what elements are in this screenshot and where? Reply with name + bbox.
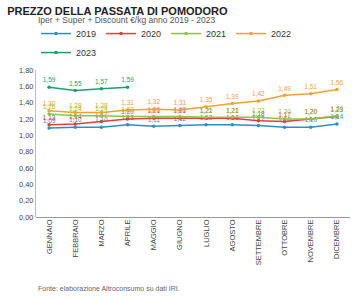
svg-text:1,49: 1,49 [278,85,291,92]
svg-text:1,31: 1,31 [121,99,134,106]
svg-text:1,20: 1,20 [304,108,317,115]
svg-text:1,40: 1,40 [19,98,34,107]
svg-text:1,39: 1,39 [226,93,239,100]
svg-text:1,20: 1,20 [121,108,134,115]
svg-text:1,13: 1,13 [121,114,134,121]
svg-text:1,10: 1,10 [278,116,291,123]
svg-text:2022: 2022 [271,29,291,39]
svg-text:2020: 2020 [141,29,161,39]
svg-text:1,23: 1,23 [331,106,344,113]
svg-text:GENNAIO: GENNAIO [45,219,54,254]
svg-text:MAGGIO: MAGGIO [149,219,158,250]
svg-text:1,14: 1,14 [331,113,344,120]
svg-text:1,21: 1,21 [147,107,160,114]
svg-text:1,23: 1,23 [147,106,160,113]
svg-text:1,21: 1,21 [226,107,239,114]
svg-text:1,13: 1,13 [43,114,56,121]
svg-text:LUGLIO: LUGLIO [202,219,211,247]
svg-text:1,55: 1,55 [69,80,82,87]
svg-text:1,12: 1,12 [252,115,265,122]
svg-text:1,59: 1,59 [43,76,56,83]
svg-text:1,24: 1,24 [95,105,108,112]
svg-text:1,11: 1,11 [148,116,161,123]
svg-text:GIUGNO: GIUGNO [175,219,184,250]
svg-text:1,28: 1,28 [69,102,82,109]
svg-text:PREZZO DELLA PASSATA DI POMODO: PREZZO DELLA PASSATA DI POMODORO [7,5,228,17]
svg-text:1,14: 1,14 [69,113,82,120]
svg-text:1,00: 1,00 [19,131,34,140]
svg-text:1,31: 1,31 [174,99,187,106]
svg-text:MARZO: MARZO [97,219,106,246]
svg-text:1,20: 1,20 [304,108,317,115]
svg-text:1,35: 1,35 [200,96,213,103]
svg-text:NOVEMBRE: NOVEMBRE [306,220,315,263]
svg-text:1,22: 1,22 [252,107,265,114]
svg-text:0,20: 0,20 [19,196,34,205]
svg-text:1,09: 1,09 [43,117,56,124]
svg-text:1,17: 1,17 [95,111,108,118]
svg-text:1,56: 1,56 [331,79,344,86]
svg-text:1,12: 1,12 [174,115,187,122]
svg-text:1,32: 1,32 [147,98,160,105]
svg-text:1,10: 1,10 [95,116,108,123]
svg-text:Iper + Super + Discount €/kg a: Iper + Super + Discount €/kg anno 2019 -… [38,15,215,25]
svg-text:1,20: 1,20 [278,108,291,115]
svg-text:1,51: 1,51 [304,83,317,90]
svg-text:2021: 2021 [206,29,226,39]
svg-text:1,22: 1,22 [200,107,213,114]
svg-text:1,20: 1,20 [19,115,34,124]
svg-text:1,59: 1,59 [121,76,134,83]
svg-text:1,42: 1,42 [252,90,265,97]
svg-text:1,13: 1,13 [200,114,213,121]
svg-text:1,24: 1,24 [331,105,344,112]
svg-text:1,22: 1,22 [226,107,239,114]
svg-text:0,40: 0,40 [19,180,34,189]
svg-text:1,28: 1,28 [95,102,108,109]
svg-text:1,21: 1,21 [174,107,187,114]
svg-text:0,80: 0,80 [19,147,34,156]
svg-text:1,10: 1,10 [304,116,317,123]
svg-text:Fonte: elaborazione Altroconsu: Fonte: elaborazione Altroconsumo su dati… [38,285,180,292]
svg-text:1,23: 1,23 [121,106,134,113]
svg-text:0,60: 0,60 [19,164,34,173]
svg-text:1,26: 1,26 [43,103,56,110]
svg-text:1,18: 1,18 [252,110,265,117]
svg-text:FEBBRAIO: FEBBRAIO [71,219,80,257]
svg-text:1,80: 1,80 [19,66,34,75]
svg-text:1,21: 1,21 [200,107,213,114]
svg-text:0,00: 0,00 [19,213,34,222]
svg-text:APRILE: APRILE [123,220,132,247]
svg-text:1,30: 1,30 [43,100,56,107]
svg-text:OTTOBRE: OTTOBRE [280,220,289,256]
svg-text:1,10: 1,10 [69,116,82,123]
svg-text:1,13: 1,13 [226,114,239,121]
svg-text:AGOSTO: AGOSTO [228,219,237,251]
svg-text:DICEMBRE: DICEMBRE [332,220,341,260]
svg-text:2023: 2023 [76,48,96,58]
svg-text:1,23: 1,23 [174,106,187,113]
svg-text:SETTEMBRE: SETTEMBRE [254,220,263,266]
svg-text:1,60: 1,60 [19,82,34,91]
svg-text:2019: 2019 [76,29,96,39]
svg-text:1,17: 1,17 [278,111,291,118]
svg-text:1,57: 1,57 [95,78,108,85]
svg-text:1,24: 1,24 [69,105,82,112]
